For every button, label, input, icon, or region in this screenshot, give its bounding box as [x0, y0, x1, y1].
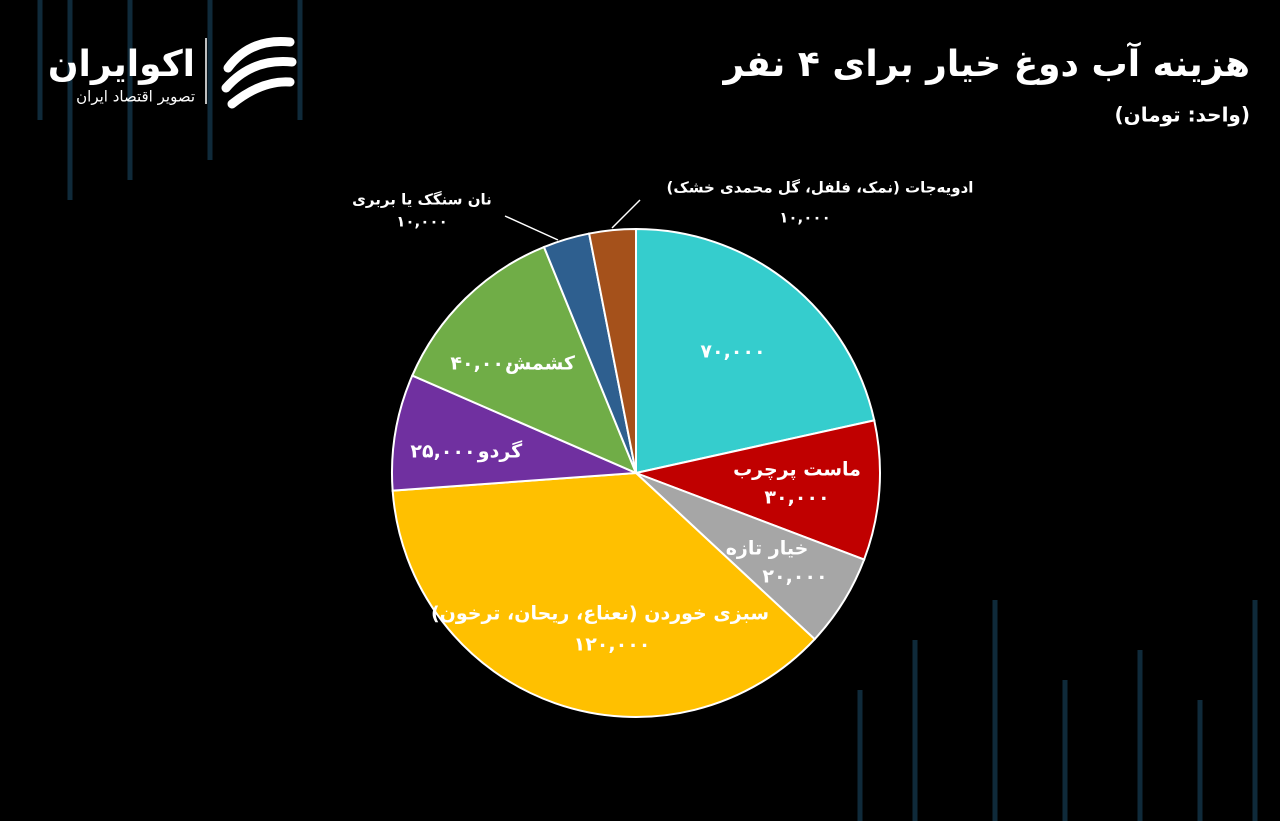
- slice-name: نان سنگک یا بربری: [352, 191, 492, 209]
- pie-slice: [410, 245, 638, 475]
- slice-name: ماست پرچرب: [733, 459, 861, 481]
- pie-slice: [391, 471, 817, 718]
- pie-slice: [587, 227, 637, 474]
- pie-slice: [635, 227, 876, 475]
- background-decoration: [37, 0, 1258, 821]
- pie-slice: [391, 374, 637, 492]
- data-label: ۲۰,۰۰۰: [762, 566, 827, 588]
- slice-name: سبزی خوردن (نعناع، ریحان، ترخون): [431, 603, 769, 625]
- data-label: ۱۲۰,۰۰۰: [574, 634, 651, 656]
- data-label: ۱۰,۰۰۰: [396, 213, 447, 231]
- pie-slice: [632, 419, 881, 561]
- data-label: ۷۰,۰۰۰: [700, 341, 765, 363]
- brand-name: اکوایران: [48, 44, 195, 85]
- chart-subtitle: (واحد: تومان): [1114, 103, 1250, 127]
- data-label: ۴۰,۰۰۰: [450, 353, 515, 375]
- slice-name: گردو: [477, 440, 523, 463]
- leader-line: [611, 199, 641, 229]
- logo-icon: [221, 37, 297, 109]
- data-label: ۱۰,۰۰۰: [779, 209, 830, 227]
- data-label: ۳۰,۰۰۰: [764, 487, 829, 509]
- slice-name: خیار تازه: [726, 538, 809, 560]
- leader-line: [504, 215, 559, 241]
- data-label: ۲۵,۰۰۰: [410, 441, 475, 463]
- chart-title: هزینه آب دوغ خیار برای ۴ نفر: [722, 41, 1251, 85]
- brand-tagline: تصویر اقتصاد ایران: [76, 88, 195, 106]
- slice-name: ادویه‌جات (نمک، فلفل، گل محمدی خشک): [667, 179, 974, 197]
- slice-name: کشمش: [505, 353, 576, 375]
